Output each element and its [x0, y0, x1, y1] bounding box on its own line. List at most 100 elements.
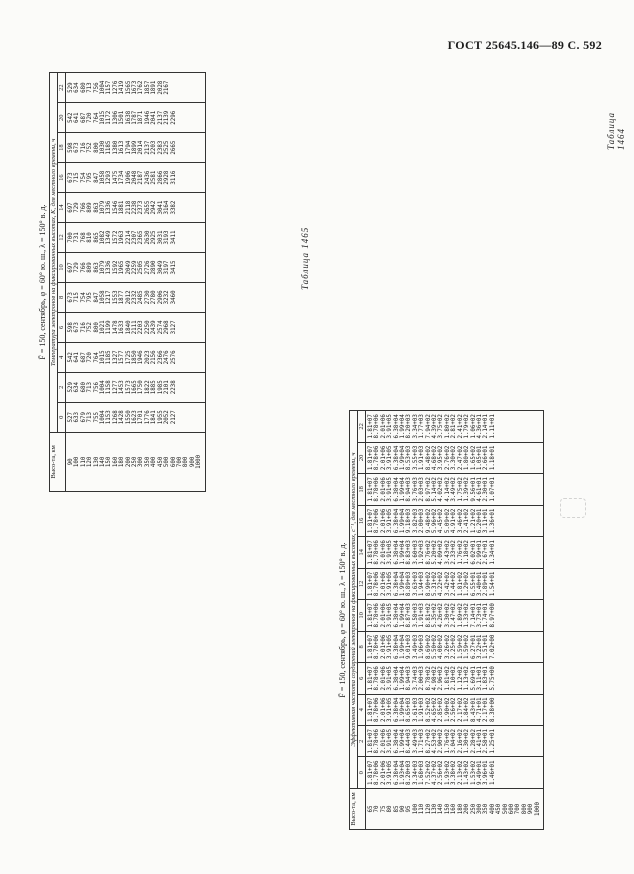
table-cell: 2.41+02	[464, 508, 471, 534]
data-column: 1.81+07 8.78+06 2.01+06 3.91+05 6.38+04 1.93+…	[365, 757, 544, 789]
data-column: 1.81+07 8.78+06 2.01+06 3.91+05 6.38+04 1.99+…	[365, 694, 544, 726]
table-cell: 2.30+01	[483, 477, 490, 502]
table-cell: 6.55+01	[470, 571, 477, 597]
table-cell: 1.29+02	[464, 571, 471, 597]
table-cell: 8.44+03	[406, 729, 413, 754]
table-cell: 1.21+02	[470, 508, 477, 534]
table-cell: 1.13+02	[464, 666, 471, 691]
hour-header: 12	[57, 222, 66, 253]
hour-header: 8	[57, 282, 66, 313]
table-1465-label: Таблица 1465	[300, 226, 310, 290]
table-1464: Высо-та, км Температура электронов на фи…	[49, 72, 206, 492]
data-column: 1.81+07 8.78+06 2.01+06 3.91+05 6.38+04 1.99+…	[365, 410, 544, 443]
table-cell: 6.27+01	[470, 634, 477, 660]
table-cell: 2.14+01	[483, 414, 490, 439]
table-cell: 1.80+02	[464, 445, 471, 471]
table-cell: 3411	[170, 230, 177, 245]
table-cell: 8.78+06	[374, 540, 381, 565]
table-cell: 8.78+06	[374, 571, 381, 597]
table-cell: 6.02+01	[470, 540, 477, 565]
table-cell: 1.83+01	[483, 666, 490, 691]
table-cell: 3.91+05	[387, 477, 394, 502]
table-cell: 2.44+02	[451, 571, 458, 597]
table-cell: 3.95+02	[438, 445, 445, 471]
table-cell: 1.68+03	[419, 760, 426, 785]
table-cell: 3127	[170, 320, 177, 335]
table-cell: 8.20+03	[406, 760, 413, 785]
table-cell: 3.75+02	[438, 414, 445, 439]
data-column: 673 715 754 795 847 1058 1293 1475 1734 1906 2048 2…	[65, 162, 206, 193]
table-cell: 1.94+03	[419, 571, 426, 597]
table-cell: 3.11+01	[483, 508, 490, 534]
table-cell: 1.59+02	[464, 634, 471, 660]
table-cell: 1.43+02	[464, 760, 471, 785]
hour-header: 2	[57, 372, 66, 403]
table-cell: 3.91+05	[387, 729, 394, 754]
hour-header: 10	[57, 252, 66, 283]
table-cell: 2296	[170, 110, 177, 125]
ink-stamp	[560, 498, 586, 518]
table-cell: 8.53+03	[406, 445, 413, 471]
hour-header: 10	[357, 599, 366, 632]
hour-header: 8	[357, 631, 366, 663]
table-cell: 2.33+02	[451, 540, 458, 565]
hour-header: 2	[357, 725, 366, 757]
table-cell: 1.18+02	[464, 540, 471, 565]
table-cell: 9.01+03	[406, 634, 413, 660]
hour-header: 14	[357, 536, 366, 569]
table-1465-subhead: Эффективная частота соударений электроно…	[349, 410, 358, 789]
table-cell: 2.96+02	[438, 666, 445, 691]
data-column: 542 641 687 720 764 1015 1185 1327 1577 1725 1850 1…	[65, 342, 206, 373]
data-column: 697 729 766 809 863 1079 1336 1546 1881 2118 2238 2…	[65, 192, 206, 223]
table-cell: 2.25+02	[451, 634, 458, 660]
hour-header: 22	[57, 72, 66, 103]
hour-header: 0	[357, 757, 366, 789]
table-cell: 2.56+02	[438, 760, 445, 785]
table-cell: 4.26+02	[438, 603, 445, 628]
table-cell: 1.96+03	[419, 634, 426, 660]
table-cell: 3.96+01	[483, 760, 490, 785]
table-cell: 2.66+01	[483, 445, 490, 471]
data-column: 598 673 716 752 800 1021 1199 1478 1633 1840 2111 2…	[65, 312, 206, 343]
table-cell: 3.91+05	[387, 666, 394, 691]
table-1464-block: F̄ = 150, сентябрь, φ = 60° ю. ш., λ = 1…	[38, 72, 206, 492]
table-cell: 3.49+02	[451, 477, 458, 502]
table-cell: 2.56+02	[451, 697, 458, 722]
table-cell: 4.08+02	[438, 634, 445, 660]
data-column: 673 715 754 795 847 1058 1217 1553 1877 2012 2332 2…	[65, 282, 206, 313]
table-cell: 1.07+01	[489, 477, 496, 502]
table-cell: 1.71+03	[419, 729, 426, 754]
table-cell: 8.78+06	[374, 477, 381, 502]
table-cell: 2.90+02	[438, 729, 445, 754]
table-cell: 8.78+06	[374, 634, 381, 660]
data-column: 527 633 679 713 755 1004 1153 1268 1428 1550 1623 1…	[65, 402, 206, 433]
table-cell: 2.89+01	[483, 571, 490, 597]
data-column: 1.81+07 8.78+06 2.01+06 3.91+05 6.38+04 1.99+…	[365, 599, 544, 632]
hour-header: 16	[357, 505, 366, 537]
table-cell: 2167	[164, 80, 171, 95]
table-cell: 1.84+02	[464, 697, 471, 722]
table-cell: 8.78+06	[374, 760, 381, 785]
table-cell: 1.36+01	[489, 508, 496, 534]
data-column: 1.81+07 8.78+06 2.01+06 3.91+05 6.38+04 1.99+…	[365, 505, 544, 537]
table-cell: 8.78+06	[374, 445, 381, 471]
table-cell: 3.91+05	[387, 603, 394, 628]
table-cell: 1.53+02	[470, 760, 477, 785]
table-cell: 8.78+06	[374, 666, 381, 691]
table-cell: 1.30+02	[464, 729, 471, 754]
table-cell: 4.22+02	[438, 571, 445, 597]
table-cell: 3.91+05	[387, 414, 394, 439]
table-cell: 1.92+03	[419, 540, 426, 565]
table-cell: 1.11+01	[489, 414, 496, 439]
hour-header: 18	[57, 132, 66, 163]
table-cell: 7.02+00	[489, 634, 496, 660]
table-cell: 3.91+05	[387, 445, 394, 471]
table-cell: 8.78+06	[374, 729, 381, 754]
table-cell: 2238	[170, 380, 177, 395]
table-cell: 8.87+03	[406, 603, 413, 628]
table-cell: 1.54+01	[489, 571, 496, 597]
height-column: 65 70 75 80 85 90 95 100 110 120 130 140 150 160 180 20…	[365, 788, 544, 830]
data-column: 1.81+07 8.78+06 2.01+06 3.91+05 6.38+04 1.99+…	[365, 442, 544, 474]
table-cell: 1.34+01	[489, 540, 496, 565]
hour-header: 14	[57, 192, 66, 223]
